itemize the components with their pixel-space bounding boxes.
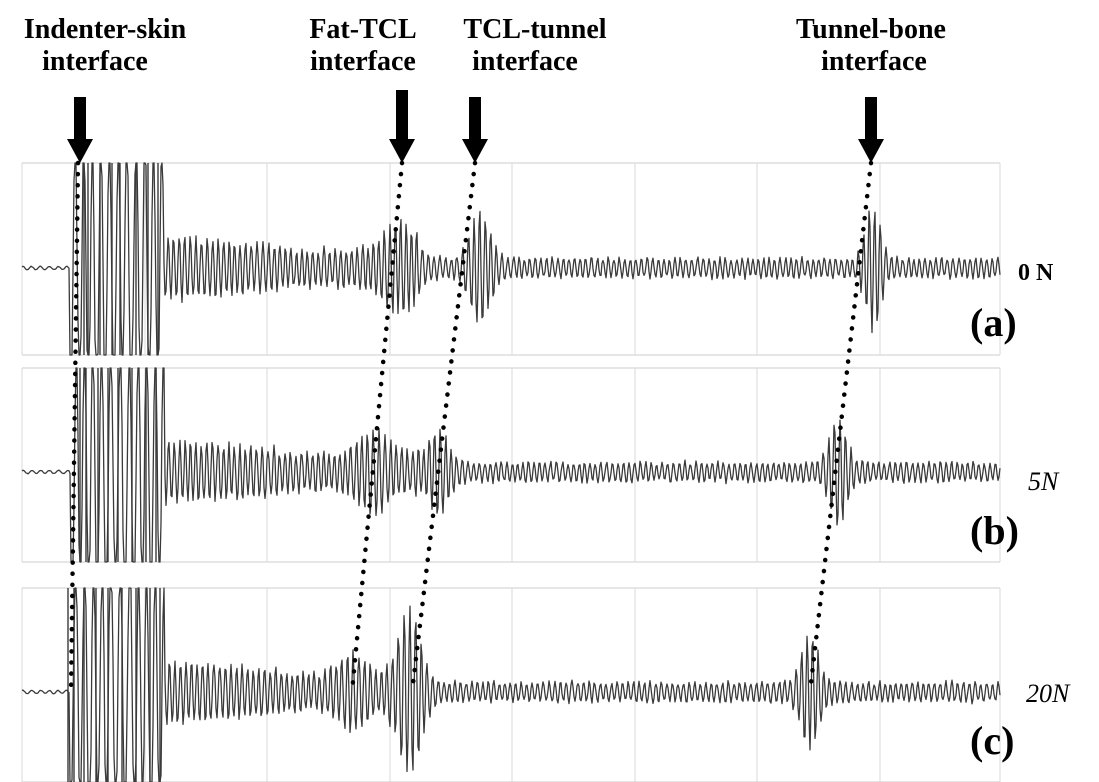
label-fat-tcl-line1: Fat-TCL [309,14,416,45]
arrow-indenter-skin [67,97,93,163]
force-label-b: 5N [1028,467,1060,496]
arrow-fat-tcl [389,90,415,163]
waveform-traces [21,162,1001,782]
arrow-tunnel-bone [858,97,884,163]
track-tcl-tunnel [409,160,478,695]
interface-labels: Indenter-skin interface Fat-TCL interfac… [24,14,946,77]
label-indenter-skin-line1: Indenter-skin [24,14,187,45]
arrow-tcl-tunnel [462,97,488,163]
interface-arrows [67,90,884,163]
track-tunnel-bone [807,160,874,695]
panel-label-b: (b) [970,508,1019,553]
track-fat-tcl [349,160,405,695]
label-tunnel-bone-line1: Tunnel-bone [796,14,946,45]
track-indenter-skin [68,160,81,695]
interface-tracking-lines [68,160,874,695]
label-tcl-tunnel-line2: interface [472,46,578,77]
label-fat-tcl-line2: interface [310,46,416,77]
force-label-a: 0 N [1018,260,1054,286]
force-label-c: 20N [1026,679,1071,708]
label-tunnel-bone-line2: interface [821,46,927,77]
label-tcl-tunnel-line1: TCL-tunnel [463,14,606,45]
panel-label-c: (c) [970,718,1014,763]
label-indenter-skin-line2: interface [42,46,148,77]
panel-label-a: (a) [970,300,1017,345]
